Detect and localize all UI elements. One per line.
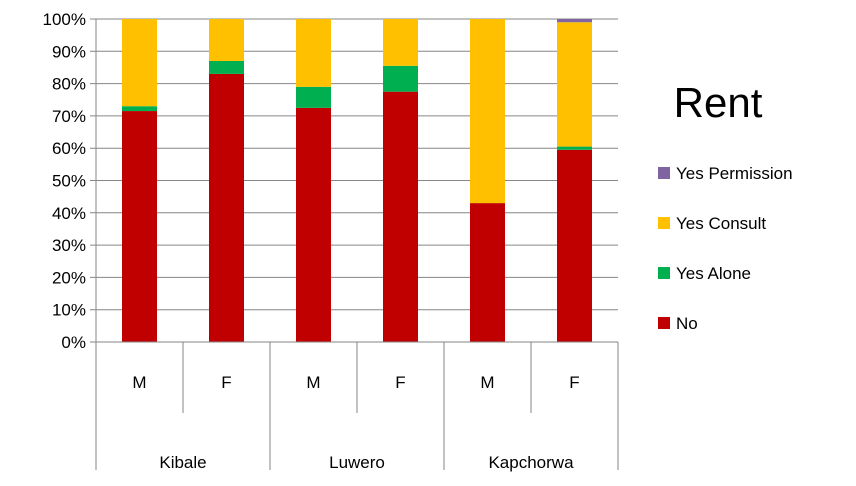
bar-yes-consult — [122, 19, 157, 107]
x-category-label: F — [221, 373, 231, 392]
y-tick-label: 60% — [52, 139, 86, 158]
x-group-label: Luwero — [329, 453, 385, 472]
x-group-label: Kapchorwa — [488, 453, 574, 472]
bar-no — [122, 111, 157, 343]
legend-label: No — [676, 314, 698, 333]
x-group-label: Kibale — [159, 453, 206, 472]
x-axis-category-labels: M F M F M F Kibale Luwero Kapchorwa — [132, 373, 579, 472]
chart-title: Rent — [674, 79, 763, 126]
y-axis-tick-labels: 0% 10% 20% 30% 40% 50% 60% 70% 80% 90% 100% — [43, 10, 86, 352]
legend-swatch — [658, 217, 670, 229]
legend-item-yes-consult: Yes Consult — [658, 214, 766, 233]
gridlines — [90, 18, 618, 343]
axes — [95, 19, 619, 470]
y-tick-label: 30% — [52, 236, 86, 255]
y-tick-label: 0% — [61, 333, 86, 352]
bar-yes-permission — [557, 19, 592, 23]
bar-no — [557, 149, 592, 342]
bar-yes-alone — [296, 86, 331, 108]
x-category-label: M — [132, 373, 146, 392]
legend-swatch — [658, 267, 670, 279]
x-category-label: F — [395, 373, 405, 392]
legend-item-no: No — [658, 314, 698, 333]
y-tick-label: 50% — [52, 172, 86, 191]
legend-item-yes-permission: Yes Permission — [658, 164, 793, 183]
bar-yes-alone — [122, 106, 157, 112]
y-tick-label: 40% — [52, 204, 86, 223]
legend-item-yes-alone: Yes Alone — [658, 264, 751, 283]
y-tick-label: 20% — [52, 268, 86, 287]
legend-label: Yes Alone — [676, 264, 751, 283]
bar-no — [296, 107, 331, 342]
bar-yes-consult — [470, 19, 505, 204]
y-tick-label: 100% — [43, 10, 86, 29]
bars — [122, 19, 592, 343]
bar-no — [209, 73, 244, 342]
y-tick-label: 80% — [52, 75, 86, 94]
bar-yes-consult — [296, 19, 331, 87]
legend-label: Yes Permission — [676, 164, 793, 183]
bar-no — [383, 91, 418, 342]
x-category-label: M — [480, 373, 494, 392]
bar-yes-consult — [209, 19, 244, 61]
bar-yes-consult — [557, 22, 592, 147]
bar-yes-alone — [557, 146, 592, 150]
bar-yes-consult — [383, 19, 418, 66]
bar-yes-alone — [383, 65, 418, 92]
legend-swatch — [658, 317, 670, 329]
y-tick-label: 10% — [52, 301, 86, 320]
y-tick-label: 90% — [52, 42, 86, 61]
x-category-label: M — [306, 373, 320, 392]
bar-no — [470, 203, 505, 342]
legend: Yes Permission Yes Consult Yes Alone No — [658, 164, 793, 333]
bar-yes-alone — [209, 60, 244, 74]
legend-swatch — [658, 167, 670, 179]
legend-label: Yes Consult — [676, 214, 766, 233]
x-category-label: F — [569, 373, 579, 392]
y-tick-label: 70% — [52, 107, 86, 126]
